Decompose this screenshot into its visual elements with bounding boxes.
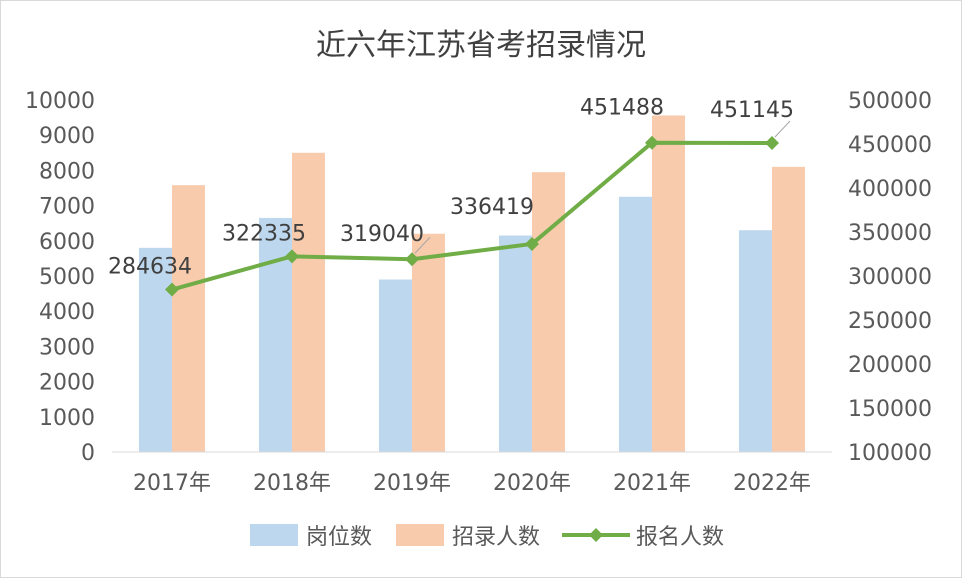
- x-tick-label: 2022年: [733, 471, 811, 496]
- y-left-tick-label: 6000: [39, 230, 95, 255]
- line-point-marker: [645, 135, 659, 150]
- data-label: 336419: [450, 195, 534, 220]
- data-label: 284634: [108, 255, 192, 280]
- y-left-tick-label: 1000: [39, 406, 95, 431]
- legend-line-marker: [589, 528, 603, 542]
- line-point-marker: [525, 236, 539, 251]
- bar-hires: [772, 166, 805, 452]
- bar-positions: [259, 217, 292, 452]
- y-right-axis: 100000 150000 200000 250000 300000 350000 4000…: [848, 89, 932, 466]
- bar-positions: [379, 279, 412, 452]
- x-tick-label: 2018年: [253, 471, 331, 496]
- y-left-tick-label: 8000: [39, 159, 95, 184]
- y-left-tick-label: 9000: [39, 124, 95, 149]
- y-right-tick-label: 350000: [848, 221, 932, 246]
- legend-label: 岗位数: [306, 525, 372, 550]
- bar-positions: [739, 230, 772, 452]
- y-right-tick-label: 450000: [848, 133, 932, 158]
- line-series-applicants: [171, 140, 773, 292]
- line-layer: [165, 135, 779, 297]
- x-axis: 2017年 2018年 2019年 2020年 2021年 2022年: [133, 471, 811, 496]
- y-left-axis: 0 1000 2000 3000 4000 5000 6000 7000 8000 9000 100…: [25, 89, 95, 466]
- chart-title: 近六年江苏省考招录情况: [316, 28, 646, 63]
- legend: 岗位数 招录人数 报名人数: [250, 524, 724, 550]
- y-right-tick-label: 300000: [848, 265, 932, 290]
- x-tick-label: 2021年: [613, 471, 691, 496]
- y-right-tick-label: 500000: [848, 89, 932, 114]
- data-labels-layer: 284634 322335 319040 336419 451488 451145: [108, 96, 794, 280]
- y-left-tick-label: 10000: [25, 89, 95, 114]
- data-label-leader: [414, 236, 431, 254]
- bar-hires: [292, 152, 325, 453]
- bar-hires: [412, 233, 445, 452]
- data-label: 451145: [710, 98, 794, 123]
- line-point-marker: [765, 135, 779, 150]
- legend-swatch: [250, 524, 298, 546]
- x-tick-label: 2017年: [133, 471, 211, 496]
- y-right-tick-label: 100000: [848, 441, 932, 466]
- data-label-leader: [774, 120, 791, 138]
- bar-hires: [172, 185, 205, 452]
- y-left-tick-label: 2000: [39, 371, 95, 396]
- line-point-marker: [165, 282, 179, 297]
- y-left-tick-label: 7000: [39, 195, 95, 220]
- data-label: 319040: [340, 222, 424, 247]
- legend-label: 报名人数: [636, 525, 724, 550]
- bar-hires: [532, 172, 565, 452]
- y-right-tick-label: 200000: [848, 353, 932, 378]
- x-tick-label: 2019年: [373, 471, 451, 496]
- data-label: 322335: [222, 221, 306, 246]
- line-point-marker: [285, 249, 299, 264]
- bar-positions: [499, 235, 532, 452]
- y-right-tick-label: 150000: [848, 397, 932, 422]
- data-label: 451488: [580, 96, 664, 121]
- bar-positions: [619, 196, 652, 452]
- legend-label: 招录人数: [452, 525, 540, 550]
- y-left-tick-label: 0: [81, 441, 95, 466]
- bar-hires: [652, 115, 685, 452]
- x-tick-label: 2020年: [493, 471, 571, 496]
- y-left-tick-label: 4000: [39, 300, 95, 325]
- legend-swatch: [396, 524, 444, 546]
- y-right-tick-label: 400000: [848, 177, 932, 202]
- y-left-tick-label: 3000: [39, 335, 95, 360]
- y-right-tick-label: 250000: [848, 309, 932, 334]
- bar-positions: [139, 247, 172, 452]
- y-left-tick-label: 5000: [39, 265, 95, 290]
- line-point-marker: [405, 252, 419, 267]
